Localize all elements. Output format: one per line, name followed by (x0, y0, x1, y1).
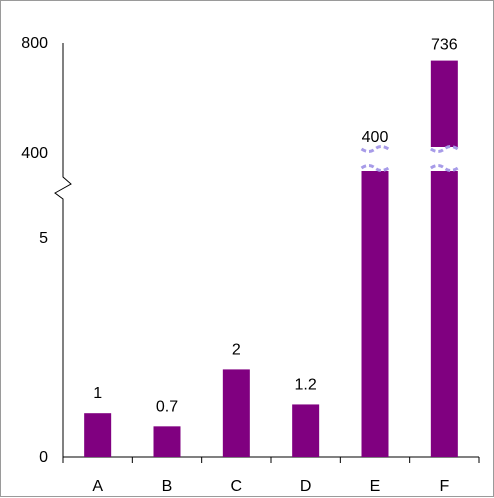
x-tick-label-f: F (439, 478, 449, 495)
data-label-d: 1.2 (295, 376, 317, 393)
break-mark (360, 164, 390, 172)
data-label-b: 0.7 (156, 398, 178, 415)
bar-f-lower (430, 171, 458, 457)
bar-d (292, 404, 320, 457)
y-tick-label: 800 (21, 35, 48, 52)
data-label-a: 1 (93, 385, 102, 402)
bar-c (222, 369, 250, 457)
y-tick-label: 400 (21, 145, 48, 162)
bar-a (84, 413, 112, 457)
break-mark (430, 164, 459, 172)
y-tick-label: 5 (39, 230, 48, 247)
bar-b (153, 426, 181, 457)
x-tick-label-d: D (300, 478, 312, 495)
x-tick-label-c: C (231, 478, 243, 495)
bar-f-upper (430, 60, 458, 147)
y-axis-line (54, 43, 72, 457)
x-tick-label-b: B (162, 478, 173, 495)
data-label-e: 400 (362, 129, 389, 146)
x-tick-label-e: E (370, 478, 381, 495)
y-tick-label: 0 (39, 449, 48, 466)
break-mark (430, 145, 459, 153)
data-label-f: 736 (431, 37, 458, 54)
break-mark (360, 145, 390, 153)
data-label-c: 2 (232, 341, 241, 358)
x-tick-label-a: A (92, 478, 103, 495)
bar-e-lower (361, 171, 389, 457)
